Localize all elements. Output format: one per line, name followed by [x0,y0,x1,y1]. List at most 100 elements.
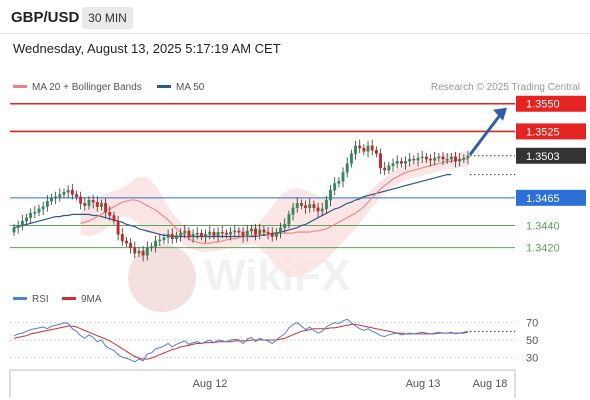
symbol-title: GBP/USD [11,9,80,26]
bollinger-bands [80,151,468,278]
candle-body [29,213,33,218]
x-label-aug18: Aug 18 [473,378,508,390]
candle-body [179,233,183,236]
candle-body [337,181,341,184]
candle-body [25,217,28,222]
candle-body [258,229,262,235]
candle-body [312,204,316,208]
candle-body [83,203,87,206]
candle-body [54,196,58,199]
projection-head [493,107,507,121]
candle-body [429,158,432,161]
candle-body [195,233,199,235]
candle-body [349,153,353,164]
legend-ma50: MA 50 [176,82,205,93]
candle-body [141,250,145,256]
candle-body [58,194,62,197]
rsi-ma-series [13,323,469,360]
candle-body [241,231,245,237]
candle-body [116,220,120,235]
candle-body [212,231,216,236]
candle-body [316,207,320,212]
level-badge-text-1.3525: 1.3525 [526,126,560,138]
legend-swatch-9ma [62,297,76,300]
candle-body [462,157,466,160]
timeframe-badge[interactable]: 30 MIN [82,7,133,29]
x-label-aug12: Aug 12 [193,378,228,390]
candle-body [187,230,191,237]
candle-body [295,203,299,208]
candle-body [166,234,170,238]
candle-body [174,235,178,239]
candle-body [254,228,258,235]
candle-body [133,247,137,254]
candle-body [125,240,128,244]
candle-body [204,234,208,237]
candle-body [154,240,158,247]
candle-body [362,147,366,152]
candle-body [216,231,220,236]
candle-body [399,161,403,164]
projection-shaft [468,112,503,156]
candle-body [70,189,74,195]
candle-body [437,156,441,159]
candle-body [37,208,41,213]
candle-body [412,158,416,161]
candle-body [191,234,195,237]
rsi-grid: 70 50 30 [10,318,538,364]
level-badge-text-1.3465: 1.3465 [526,193,560,205]
candle-body [79,196,83,204]
legend-swatch-ma50 [157,85,171,88]
candle-body [324,199,328,210]
candle-body [383,167,387,171]
candle-body [237,230,241,233]
candle-body [66,189,70,193]
candle-body [420,156,424,159]
candle-body [395,161,399,164]
candle-body [370,145,374,151]
candle-body [95,202,99,207]
candle-body [220,231,224,234]
projection-arrow [468,107,507,156]
candle-body [291,207,295,215]
header-divider [0,33,590,34]
level-label-1.3440: 1.3440 [526,220,560,232]
ma20-series [80,158,468,244]
candle-body [41,206,45,210]
candle-body [379,153,382,169]
candle-body [266,231,270,234]
level-badge-text-1.3503: 1.3503 [526,151,560,163]
level-badge-1.3550 [516,95,586,112]
legend-swatch-ma20 [13,85,27,88]
level-badge-1.3525 [516,123,586,140]
watermark-logo [128,244,196,312]
candle-body [104,203,108,213]
candle-body [433,157,437,161]
candle-body [183,230,187,234]
level-badge-1.3503 [516,147,586,164]
candle-body [283,224,287,228]
candle-body [100,203,103,207]
level-label-1.3420: 1.3420 [526,243,560,255]
rsi-level-label-30: 30 [526,352,538,364]
candle-body [345,163,349,173]
candle-body [320,208,324,212]
candle-body [112,215,116,222]
candle-body [262,229,266,233]
chart-header: GBP/USD 30 MIN [0,0,590,36]
candle-body [308,204,312,208]
candle-body [208,231,212,235]
rsi-series [13,318,469,363]
candle-body [145,247,149,256]
candle-body [387,165,391,171]
candle-body [33,211,37,214]
candle-body [299,203,303,206]
candle-body [170,234,174,239]
candle-body [458,158,462,162]
rsi-level-label-50: 50 [526,335,538,347]
candle-body [91,199,95,203]
candle-body [454,156,457,162]
x-label-aug13: Aug 13 [406,378,441,390]
candle-body [304,205,308,208]
candle-body [162,237,166,241]
